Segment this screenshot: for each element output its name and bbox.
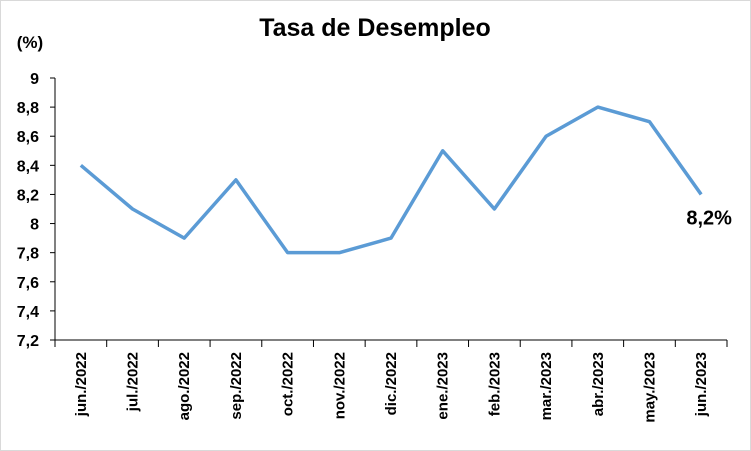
line-series bbox=[79, 105, 703, 255]
y-tick-label: 7,6 bbox=[17, 275, 39, 292]
x-tick-label: abr./2023 bbox=[590, 352, 607, 416]
x-tick-label: oct./2022 bbox=[280, 352, 297, 416]
x-tick-label: jun./2022 bbox=[73, 352, 90, 417]
y-tick-label: 8,8 bbox=[17, 100, 39, 117]
y-axis-label: (%) bbox=[17, 33, 43, 52]
x-tick-label: jul./2022 bbox=[125, 352, 142, 412]
y-tick-label: 7,2 bbox=[17, 333, 39, 350]
x-tick-label: nov./2022 bbox=[331, 352, 348, 419]
x-tick-label: mar./2023 bbox=[538, 352, 555, 420]
y-tick-label: 7,4 bbox=[17, 304, 39, 321]
y-tick-label: 9 bbox=[30, 71, 39, 88]
x-tick-label: dic./2022 bbox=[383, 352, 400, 415]
data-label: 8,2% bbox=[686, 207, 732, 229]
y-tick-label: 8 bbox=[30, 217, 39, 234]
y-tick-label: 8,2 bbox=[17, 187, 39, 204]
chart-title: Tasa de Desempleo bbox=[259, 14, 491, 42]
x-tick-label: may./2023 bbox=[641, 352, 658, 423]
y-tick-label: 8,6 bbox=[17, 129, 39, 146]
x-tick-label: ene./2023 bbox=[435, 352, 452, 420]
x-tick-label: feb./2023 bbox=[486, 352, 503, 416]
x-tick-label: sep./2022 bbox=[228, 352, 245, 420]
y-tick-label: 7,8 bbox=[17, 246, 39, 263]
x-tick-label: jun./2023 bbox=[693, 352, 710, 417]
y-tick-label: 8,4 bbox=[17, 158, 39, 175]
x-tick-label: ago./2022 bbox=[176, 352, 193, 420]
